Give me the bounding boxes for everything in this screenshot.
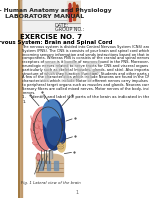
Ellipse shape bbox=[36, 154, 63, 162]
Bar bbox=[36, 158, 63, 176]
Bar bbox=[47, 161, 50, 170]
Ellipse shape bbox=[47, 117, 63, 145]
Bar bbox=[67, 1, 80, 23]
Text: BSci 1 - Human Anatomy and Physiology: BSci 1 - Human Anatomy and Physiology bbox=[0, 8, 112, 13]
Bar bbox=[70, 16, 71, 21]
Text: LABORATORY MANUAL: LABORATORY MANUAL bbox=[5, 14, 84, 19]
Bar bbox=[69, 16, 70, 21]
Bar bbox=[39, 161, 43, 170]
Bar bbox=[68, 8, 69, 14]
Bar bbox=[72, 7, 73, 13]
Circle shape bbox=[38, 155, 39, 159]
Bar bbox=[73, 15, 74, 20]
Ellipse shape bbox=[56, 131, 65, 151]
Bar bbox=[76, 9, 78, 15]
Text: incoming sensory information and sends instructions based on that information ou: incoming sensory information and sends i… bbox=[22, 53, 149, 57]
Bar bbox=[18, 0, 22, 198]
Ellipse shape bbox=[42, 100, 61, 130]
Circle shape bbox=[76, 5, 78, 9]
Text: PDF: PDF bbox=[41, 60, 104, 88]
Text: 1: 1 bbox=[76, 190, 79, 195]
Text: 1.    Identify and label the parts of the brain as indicated in the line.: 1. Identify and label the parts of the b… bbox=[22, 95, 149, 99]
Bar bbox=[49, 151, 52, 158]
Text: 1.: 1. bbox=[22, 100, 26, 104]
Circle shape bbox=[69, 4, 71, 9]
Text: GROUP NO.:: GROUP NO.: bbox=[55, 27, 84, 32]
Text: components. Whereas PNS is consists of the cranial and spinal nerves, ganglia, a: components. Whereas PNS is consists of t… bbox=[22, 56, 149, 60]
Ellipse shape bbox=[59, 131, 65, 143]
Bar bbox=[18, 0, 19, 198]
Bar bbox=[73, 7, 75, 15]
Ellipse shape bbox=[44, 100, 65, 150]
Text: nerves.: nerves. bbox=[22, 91, 36, 95]
Text: to peripheral target organs such as muscles and glands. Neurons carry impulses d: to peripheral target organs such as musc… bbox=[22, 83, 149, 87]
Text: particularly such as skeletal (muscles, glands, and skin). Also important concer: particularly such as skeletal (muscles, … bbox=[22, 68, 149, 72]
Text: Sensory fibers are called mixed nerves. Motor nerves of the body, including sens: Sensory fibers are called mixed nerves. … bbox=[22, 87, 149, 91]
Bar bbox=[54, 161, 58, 170]
Text: characteristics which include Motor or efferent nerves carry impulses only away : characteristics which include Motor or e… bbox=[22, 79, 149, 83]
Text: The nervous system is divided into Central Nervous System (CNS) and Peripheral N: The nervous system is divided into Centr… bbox=[22, 45, 149, 49]
Text: structure of which they function (function). Students and other parts of the bra: structure of which they function (functi… bbox=[22, 72, 149, 76]
Ellipse shape bbox=[58, 138, 65, 152]
Text: DATE:: DATE: bbox=[55, 23, 69, 28]
Bar bbox=[22, 0, 81, 32]
Text: Nervous System: Brain and Spinal Cord: Nervous System: Brain and Spinal Cord bbox=[0, 39, 112, 45]
Circle shape bbox=[73, 3, 75, 8]
Ellipse shape bbox=[31, 107, 55, 151]
Text: Fig. 1 Lateral view of the brain: Fig. 1 Lateral view of the brain bbox=[21, 181, 81, 185]
Bar bbox=[69, 8, 71, 16]
Text: A few of the characteristics which include Neurons are found in the CNS. A few o: A few of the characteristics which inclu… bbox=[22, 75, 149, 79]
Bar bbox=[74, 15, 75, 20]
Text: receptors of sense is it bundle of neurons found in the PNS. Moreover, it contai: receptors of sense is it bundle of neuro… bbox=[22, 60, 149, 64]
Text: neurologic nerves related to nerve tracts for CNS and visceral organs in innerva: neurologic nerves related to nerve tract… bbox=[22, 64, 149, 68]
Circle shape bbox=[37, 153, 40, 161]
Text: System (PNS). The CNS is consists of your brain and spinal cord which primarily : System (PNS). The CNS is consists of you… bbox=[22, 49, 149, 53]
Bar bbox=[49, 151, 51, 158]
Bar bbox=[71, 8, 72, 14]
Bar bbox=[75, 7, 76, 13]
Text: EXERCISE NO. 7: EXERCISE NO. 7 bbox=[20, 34, 82, 40]
